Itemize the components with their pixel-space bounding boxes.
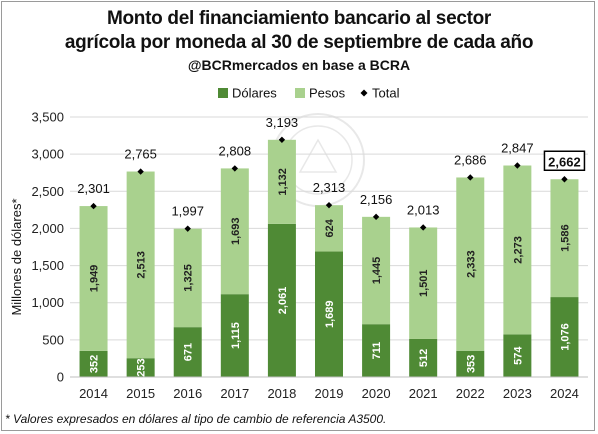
total-label: 2,013 [407,202,440,217]
total-label: 2,847 [501,141,534,156]
label-dolares: 352 [89,355,101,373]
footnote: * Valores expresados en dólares al tipo … [5,412,387,426]
label-pesos: 1,586 [559,224,571,252]
x-tick-label: 2021 [409,386,438,401]
label-pesos: 1,132 [277,168,289,196]
total-label: 1,997 [171,204,204,219]
bar-dolares [126,358,155,377]
y-tick-label: 3,500 [31,110,64,125]
total-marker [372,213,380,221]
x-tick-label: 2018 [267,386,296,401]
label-pesos: 2,273 [512,236,524,264]
stacked-bar-chart: 352 1,949 2,301 253 2,513 2,765 671 1,325 1,997 1… [9,86,588,401]
total-label: 2,765 [124,147,157,162]
bar-pesos [220,168,249,295]
legend-label-pesos: Pesos [309,86,346,101]
y-tick-label: 1,000 [31,295,64,310]
total-marker [137,168,144,175]
x-tick-label: 2019 [315,386,344,401]
bar-dolares [220,294,249,377]
bar-pesos [409,227,438,339]
total-marker [325,201,333,209]
bar-dolares [362,324,391,377]
bar-pesos [79,206,108,351]
total-label: 2,313 [313,180,346,195]
bar-pesos [456,177,485,351]
label-dolares: 574 [512,346,524,365]
total-label: 2,301 [77,181,110,196]
total-label: 3,193 [266,115,299,130]
label-pesos: 2,333 [465,250,477,278]
label-dolares: 1,076 [559,323,571,351]
bar-pesos [503,165,532,335]
label-dolares: 1,115 [230,322,242,349]
bar-pesos [173,228,202,328]
bar-dolares [267,223,296,377]
label-pesos: 1,501 [418,269,430,297]
label-pesos: 1,325 [183,264,195,292]
x-tick-label: 2022 [456,386,485,401]
label-dolares: 711 [371,342,383,360]
bar-dolares [315,251,343,377]
bar-dolares [550,297,579,377]
legend-swatch-pesos [295,88,305,98]
x-tick-label: 2015 [126,386,155,401]
bar-dolares [503,334,532,377]
bar-dolares [409,338,438,377]
total-label: 2,662 [548,154,581,169]
y-axis-title: Millones de dólares* [9,198,24,315]
bar-pesos [362,216,391,325]
chart-subtitle: @BCRmercados en base a BCRA [187,57,411,73]
label-dolares: 353 [465,355,477,373]
total-marker [231,165,239,172]
total-label: 2,686 [454,152,487,167]
label-dolares: 2,061 [277,287,289,315]
y-tick-label: 1,500 [31,258,64,273]
total-highlight-box [543,150,586,172]
total-marker [467,174,474,181]
label-dolares: 512 [418,349,430,367]
bar-pesos [267,139,296,224]
y-tick-label: 2,500 [31,184,64,199]
bar-dolares [456,350,485,377]
label-pesos: 1,949 [89,265,101,293]
x-tick-label: 2017 [220,386,249,401]
bar-dolares [173,327,202,377]
total-marker [561,176,568,183]
total-label: 2,156 [360,192,393,207]
total-marker [419,224,427,231]
label-pesos: 624 [324,218,336,237]
label-dolares: 671 [183,343,195,361]
y-tick-label: 500 [42,332,64,347]
label-pesos: 2,513 [136,251,148,279]
total-label: 2,808 [219,143,252,158]
x-tick-label: 2014 [79,386,108,401]
y-tick-label: 3,000 [31,147,64,162]
x-tick-label: 2016 [173,386,202,401]
legend-swatch-dolares [218,88,228,98]
legend-label-dolares: Dólares [232,86,277,101]
legend-marker-total [360,89,368,97]
y-tick-label: 0 [57,370,64,385]
bar-dolares [79,350,108,377]
total-marker [90,202,97,210]
legend-label-total: Total [372,86,400,101]
x-tick-label: 2020 [362,386,391,401]
y-tick-label: 2,000 [31,221,64,236]
chart-title-line-1: Monto del financiamiento bancario al sec… [106,8,492,29]
label-dolares: 253 [136,358,148,376]
bar-pesos [126,171,155,359]
x-tick-label: 2024 [550,386,579,401]
label-pesos: 1,693 [230,218,242,246]
total-marker [184,225,191,232]
total-marker [278,136,286,144]
bar-pesos [315,205,343,252]
x-tick-label: 2023 [503,386,532,401]
chart-title-line-2: agrícola por moneda al 30 de septiembre … [64,32,534,53]
total-marker [514,162,521,169]
bar-pesos [550,179,579,298]
label-dolares: 1,689 [324,301,336,329]
label-pesos: 1,445 [371,257,383,285]
